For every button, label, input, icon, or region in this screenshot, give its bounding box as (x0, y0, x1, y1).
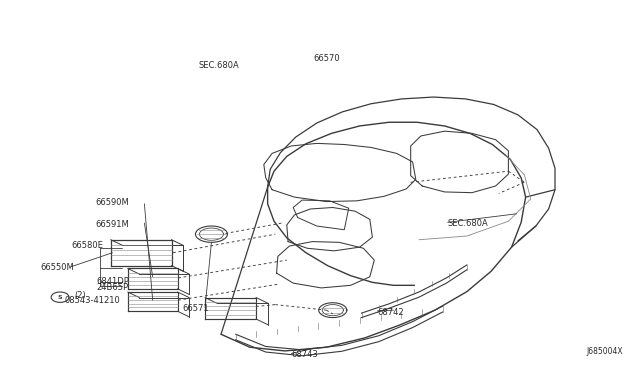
Text: 6841DP: 6841DP (97, 277, 129, 286)
Text: 66591M: 66591M (95, 221, 129, 230)
Text: 68743: 68743 (291, 350, 318, 359)
Text: 66580E: 66580E (71, 241, 103, 250)
Text: 24B65P: 24B65P (97, 283, 129, 292)
Text: J685004X: J685004X (587, 347, 623, 356)
Text: 66590M: 66590M (95, 198, 129, 207)
Text: 66550M: 66550M (40, 263, 74, 272)
Text: 66571: 66571 (182, 304, 209, 313)
Text: 66570: 66570 (314, 54, 340, 62)
Text: SEC.680A: SEC.680A (198, 61, 239, 70)
Text: SEC.680A: SEC.680A (448, 219, 488, 228)
Text: 68742: 68742 (378, 308, 404, 317)
Text: (2): (2) (74, 291, 86, 300)
Text: S: S (58, 295, 62, 300)
Text: 08543-41210: 08543-41210 (65, 296, 120, 305)
